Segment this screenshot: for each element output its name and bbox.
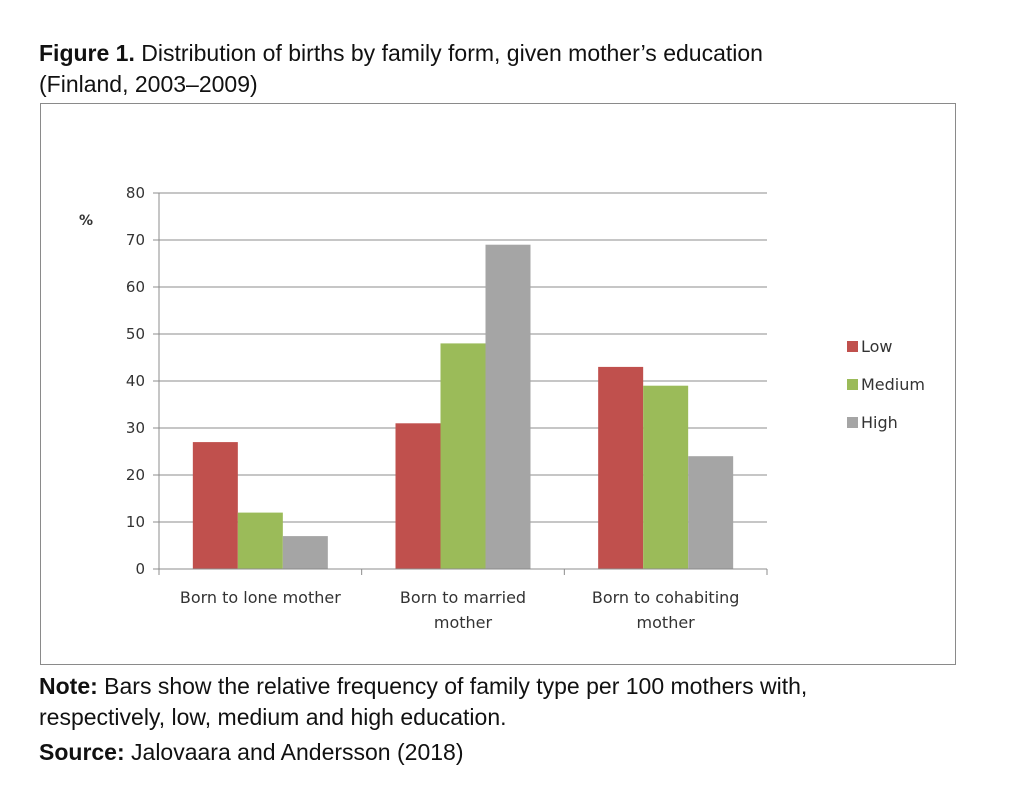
figure-title-line: Figure 1. Distribution of births by fami… [39, 38, 979, 69]
y-tick-label: 70 [126, 231, 145, 249]
source-block: Source: Jalovaara and Andersson (2018) [39, 737, 999, 768]
bar-medium-3 [643, 385, 689, 569]
figure-title-block: Figure 1. Distribution of births by fami… [39, 38, 979, 100]
bar-high-2 [485, 244, 531, 569]
figure-subtitle: (Finland, 2003–2009) [39, 71, 258, 97]
y-tick-label: 60 [126, 278, 145, 296]
y-tick-label: 0 [135, 560, 145, 578]
figure-label: Figure 1. [39, 40, 135, 66]
bar-low-2 [395, 423, 441, 569]
x-category-label: mother [434, 613, 493, 632]
y-tick-label: 40 [126, 372, 145, 390]
x-category-label: mother [637, 613, 696, 632]
x-category-label: Born to cohabiting [592, 588, 740, 607]
bar-chart: 0 10 20 30 40 50 60 70 80% Born to lone mother Bor… [79, 184, 925, 632]
note-block: Note: Bars show the relative frequency o… [39, 671, 999, 733]
bar-medium-1 [237, 512, 283, 569]
legend-label-high: High [861, 413, 898, 432]
source-label: Source: [39, 739, 125, 765]
y-tick-label: 30 [126, 419, 145, 437]
chart-frame: 0 10 20 30 40 50 60 70 80% Born to lone mother Bor… [40, 103, 956, 665]
legend-swatch-medium [847, 379, 858, 390]
y-axis-label: % [79, 213, 93, 229]
bar-high-3 [688, 456, 734, 569]
x-category-label: Born to lone mother [180, 588, 341, 607]
y-tick-label: 10 [126, 513, 145, 531]
bar-low-1 [192, 442, 238, 569]
note-text-1: Bars show the relative frequency of fami… [104, 673, 808, 699]
note-line-1: Note: Bars show the relative frequency o… [39, 671, 999, 702]
source-text: Jalovaara and Andersson (2018) [131, 739, 464, 765]
legend-swatch-high [847, 417, 858, 428]
x-category-label: Born to married [400, 588, 526, 607]
figure-title: Distribution of births by family form, g… [141, 40, 763, 66]
bar-high-1 [282, 536, 328, 569]
note-label: Note: [39, 673, 98, 699]
bar-medium-2 [440, 343, 486, 569]
y-tick-label: 20 [126, 466, 145, 484]
legend-swatch-low [847, 341, 858, 352]
legend-label-low: Low [861, 337, 893, 356]
legend-label-medium: Medium [861, 375, 925, 394]
note-text-2: respectively, low, medium and high educa… [39, 704, 507, 730]
y-tick-label: 80 [126, 184, 145, 202]
y-tick-label: 50 [126, 325, 145, 343]
bar-low-3 [598, 366, 644, 569]
